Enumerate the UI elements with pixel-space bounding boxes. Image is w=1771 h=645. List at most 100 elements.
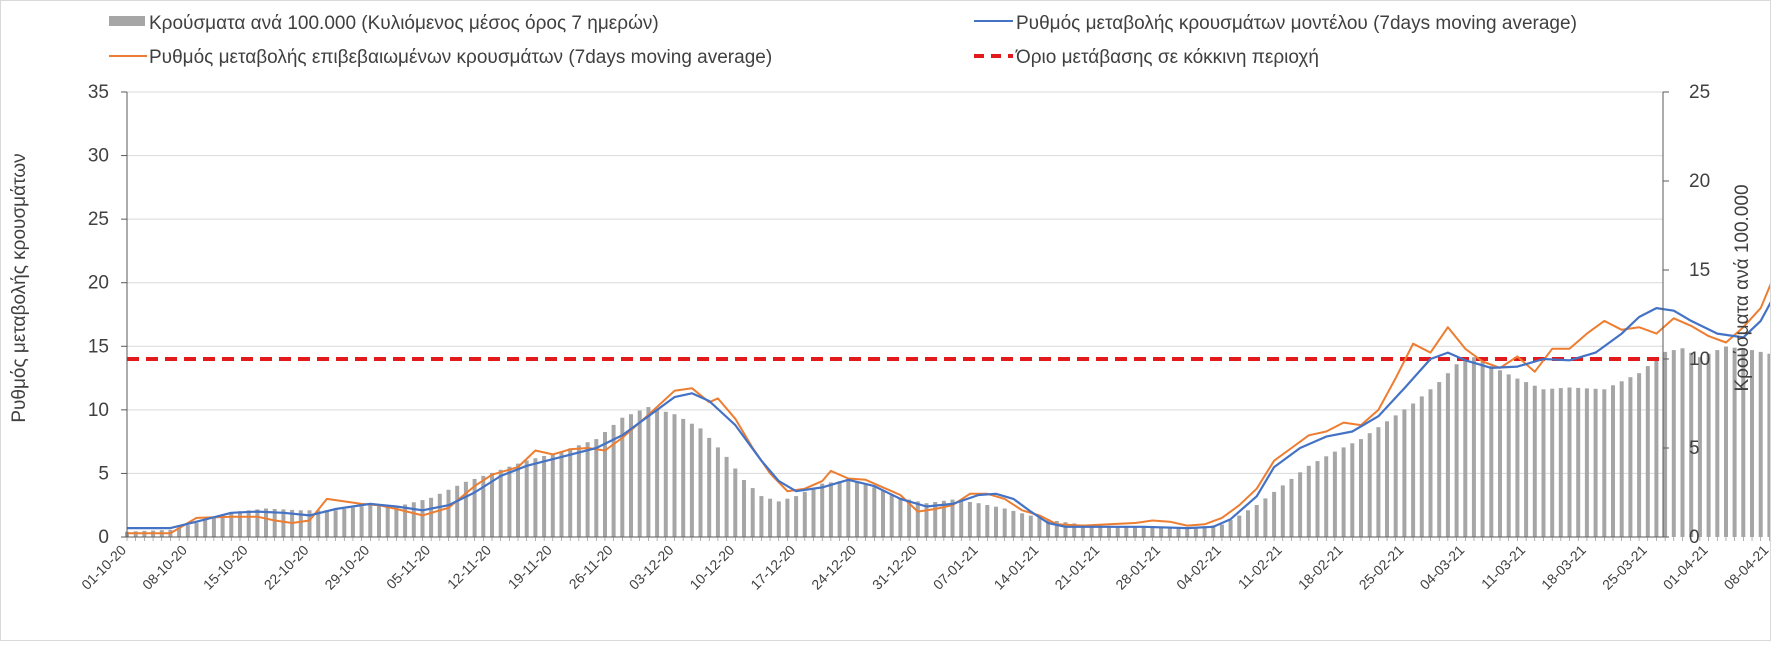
bar [1263,498,1268,537]
bar [698,428,703,537]
bar [1115,526,1120,537]
bar [1454,364,1459,537]
bar [915,501,920,537]
bar [463,481,468,537]
x-tick-label: 26-11-20 [566,542,616,592]
bar [238,511,242,537]
bar [863,484,868,537]
bar [1367,433,1372,537]
confirmed-cases-line [127,280,1771,535]
bar [516,463,520,537]
x-tick-label: 29-10-20 [321,542,372,593]
bar [1515,378,1520,537]
x-tick-label: 07-01-21 [930,542,981,593]
bar [1193,527,1198,537]
bar [941,500,946,537]
bar [498,469,503,537]
bar [1680,348,1685,537]
bar [403,504,408,537]
x-tick-label: 18-02-21 [1295,542,1346,593]
bar [203,520,208,537]
bar [1002,508,1007,537]
y-left-tick-label: 25 [88,209,109,230]
bar [1576,387,1581,537]
bar [1489,366,1494,537]
x-tick-label: 08-04-21 [1721,542,1770,593]
bar [611,424,616,537]
bar [1697,357,1702,537]
bar [1758,351,1763,537]
bar [750,488,755,537]
bars [125,346,1771,538]
bar [715,447,720,537]
series-lines [127,280,1771,535]
bar [1167,527,1172,537]
bar [620,417,625,537]
x-tick-label: 12-11-20 [444,542,494,592]
bar [1124,526,1129,537]
x-tick-label: 17-12-20 [747,542,798,593]
y-right-tick-label: 5 [1689,438,1700,459]
bar [872,487,877,537]
bar [1315,461,1320,537]
bar [1402,409,1407,537]
bar [1750,350,1754,537]
bar [185,525,190,537]
bar [1211,525,1216,537]
bar [811,487,816,537]
bar [1237,515,1242,537]
x-tick-label: 15-10-20 [200,542,251,593]
x-tick-label: 01-10-20 [78,542,129,593]
bar [350,507,355,537]
bar [1098,525,1103,537]
bar [194,522,199,537]
bar [1324,456,1329,537]
bar [255,509,260,537]
bar [1706,353,1711,537]
bar [1159,526,1164,537]
x-tick-label: 14-01-21 [991,542,1042,593]
bar [568,448,573,537]
y-left-tick-label: 30 [88,146,109,167]
bar [1350,443,1355,537]
bar [1089,525,1094,537]
bar [837,481,842,537]
bar [533,458,538,537]
bar [1767,353,1771,537]
bar [1550,388,1555,537]
bar [1437,382,1442,537]
bar [1584,388,1589,537]
y-right-title: Κρούσματα ανά 100.000 [1732,184,1753,391]
bar [298,510,303,537]
x-tick-label: 03-12-20 [626,542,677,593]
bar [1080,524,1085,537]
bar [985,505,990,537]
bar [507,466,512,537]
axes [126,92,1664,538]
bar [1628,377,1633,537]
bar [1141,526,1146,537]
x-tick-label: 25-03-21 [1599,542,1650,593]
x-tick-label: 11-02-21 [1235,542,1285,592]
bar [855,482,859,537]
bar [1637,373,1642,537]
bar [1385,421,1389,537]
bar [394,506,399,537]
bar [646,407,651,537]
bar [1054,521,1059,537]
bar [759,496,764,537]
bar [1072,523,1077,537]
bar [681,418,686,537]
bar [1272,491,1277,537]
bar [794,496,799,537]
bar [559,451,564,537]
y-left-tick-label: 5 [98,463,109,484]
bar [1202,526,1207,537]
bar [1028,515,1033,537]
bar [1558,388,1563,537]
bar [1376,427,1381,537]
bar [359,506,364,537]
bar [377,505,381,537]
bar [307,510,312,537]
y-left-tick-label: 10 [88,400,109,421]
